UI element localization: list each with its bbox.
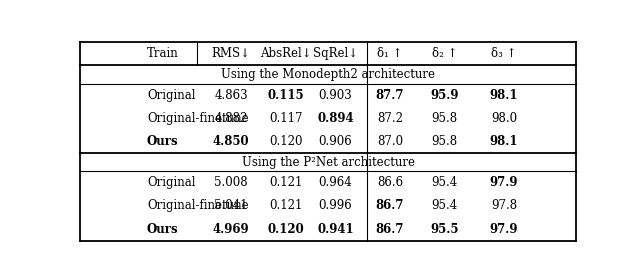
Text: RMS↓: RMS↓ (212, 47, 251, 60)
Text: 86.6: 86.6 (377, 176, 403, 189)
Text: 87.7: 87.7 (376, 89, 404, 102)
Text: 0.894: 0.894 (317, 112, 354, 125)
Text: 97.8: 97.8 (491, 199, 517, 213)
Text: 0.903: 0.903 (319, 89, 352, 102)
Text: δ₂ ↑: δ₂ ↑ (432, 47, 458, 60)
Text: 98.0: 98.0 (491, 112, 517, 125)
Text: Ours: Ours (147, 223, 179, 235)
Text: 5.041: 5.041 (214, 199, 248, 213)
Text: 0.121: 0.121 (269, 199, 303, 213)
Text: 0.117: 0.117 (269, 112, 303, 125)
Text: 0.121: 0.121 (269, 176, 303, 189)
Text: 0.120: 0.120 (269, 135, 303, 148)
Text: 98.1: 98.1 (490, 89, 518, 102)
Text: 86.7: 86.7 (376, 223, 404, 235)
Text: Train: Train (147, 47, 179, 60)
Text: 95.9: 95.9 (430, 89, 459, 102)
Text: 98.1: 98.1 (490, 135, 518, 148)
Text: 95.8: 95.8 (431, 135, 458, 148)
Text: δ₁ ↑: δ₁ ↑ (377, 47, 403, 60)
Text: 87.2: 87.2 (377, 112, 403, 125)
Text: 0.964: 0.964 (319, 176, 352, 189)
Text: 97.9: 97.9 (490, 176, 518, 189)
Text: Original: Original (147, 176, 195, 189)
Text: 95.8: 95.8 (431, 112, 458, 125)
Text: Using the P²Net architecture: Using the P²Net architecture (241, 156, 415, 169)
Text: SqRel↓: SqRel↓ (313, 47, 358, 60)
Text: 97.9: 97.9 (490, 223, 518, 235)
Text: AbsRel↓: AbsRel↓ (260, 47, 312, 60)
Text: 5.008: 5.008 (214, 176, 248, 189)
Text: 95.4: 95.4 (431, 199, 458, 213)
Text: δ₃ ↑: δ₃ ↑ (492, 47, 517, 60)
Text: 87.0: 87.0 (377, 135, 403, 148)
Text: 4.882: 4.882 (214, 112, 248, 125)
Text: 4.969: 4.969 (213, 223, 250, 235)
Text: 0.115: 0.115 (268, 89, 304, 102)
Text: 0.941: 0.941 (317, 223, 354, 235)
Text: 4.850: 4.850 (213, 135, 250, 148)
Text: 4.863: 4.863 (214, 89, 248, 102)
Text: Using the Monodepth2 architecture: Using the Monodepth2 architecture (221, 68, 435, 81)
Text: 0.906: 0.906 (319, 135, 352, 148)
Text: Ours: Ours (147, 135, 179, 148)
Text: Original-finetune: Original-finetune (147, 112, 248, 125)
Text: Original: Original (147, 89, 195, 102)
Text: Original-finetune: Original-finetune (147, 199, 248, 213)
Text: 0.996: 0.996 (319, 199, 352, 213)
Text: 86.7: 86.7 (376, 199, 404, 213)
Text: 95.4: 95.4 (431, 176, 458, 189)
Text: 95.5: 95.5 (430, 223, 459, 235)
Text: 0.120: 0.120 (268, 223, 304, 235)
